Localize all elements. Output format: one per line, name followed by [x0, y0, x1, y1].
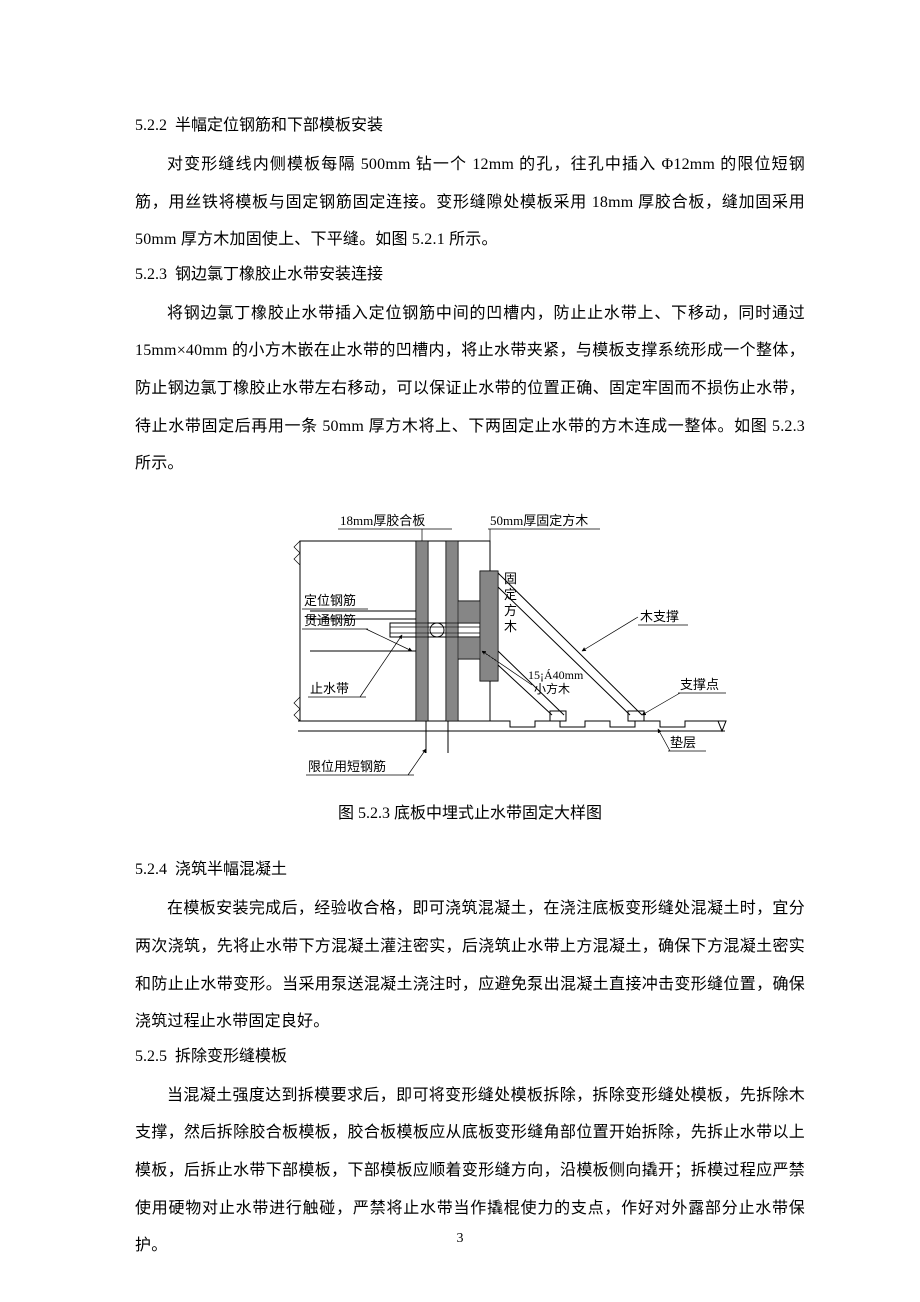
heading-title: 浇筑半幅混凝土 [175, 861, 287, 878]
diagram-svg: 固 定 方 木 18mm厚胶合板 50 [190, 501, 750, 791]
heading-5-2-4: 5.2.4 浇筑半幅混凝土 [135, 854, 805, 886]
label-thrubar: 贯通钢筋 [304, 613, 356, 628]
paragraph: 对变形缝线内侧模板每隔 500mm 钻一个 12mm 的孔，往孔中插入 Φ12m… [135, 146, 805, 259]
heading-number: 5.2.5 [135, 1048, 167, 1065]
heading-5-2-2: 5.2.2 半幅定位钢筋和下部模板安装 [135, 110, 805, 142]
heading-5-2-3: 5.2.3 钢边氯丁橡胶止水带安装连接 [135, 259, 805, 291]
heading-5-2-5: 5.2.5 拆除变形缝模板 [135, 1041, 805, 1073]
label-waterstop: 止水带 [310, 681, 349, 696]
page-number: 3 [0, 1231, 920, 1247]
label-plywood: 18mm厚胶合板 [340, 513, 425, 528]
figure-5-2-3: 固 定 方 木 18mm厚胶合板 50 [135, 501, 805, 827]
heading-number: 5.2.3 [135, 266, 167, 283]
document-page: 5.2.2 半幅定位钢筋和下部模板安装 对变形缝线内侧模板每隔 500mm 钻一… [0, 0, 920, 1302]
figure-caption: 图 5.2.3 底板中埋式止水带固定大样图 [135, 801, 805, 827]
label-limitbar: 限位用短钢筋 [308, 759, 386, 774]
label-fixwood: 50mm厚固定方木 [490, 513, 588, 528]
label-smallwood: 小方木 [534, 681, 570, 696]
label-vertical-fixwood: 固 定 方 木 [504, 571, 520, 634]
label-brace: 木支撑 [640, 609, 679, 624]
paragraph: 将钢边氯丁橡胶止水带插入定位钢筋中间的凹槽内，防止止水带上、下移动，同时通过 1… [135, 295, 805, 483]
heading-title: 半幅定位钢筋和下部模板安装 [175, 117, 383, 134]
heading-title: 钢边氯丁橡胶止水带安装连接 [175, 266, 383, 283]
heading-number: 5.2.4 [135, 861, 167, 878]
paragraph: 在模板安装完成后，经验收合格，即可浇筑混凝土，在浇注底板变形缝处混凝土时，宜分两… [135, 890, 805, 1040]
heading-number: 5.2.2 [135, 117, 167, 134]
label-bedding: 垫层 [670, 735, 696, 750]
label-smallwood-size: 15¡Á40mm [528, 668, 584, 682]
heading-title: 拆除变形缝模板 [175, 1048, 287, 1065]
label-posbar: 定位钢筋 [304, 593, 356, 608]
label-support: 支撑点 [680, 677, 719, 692]
